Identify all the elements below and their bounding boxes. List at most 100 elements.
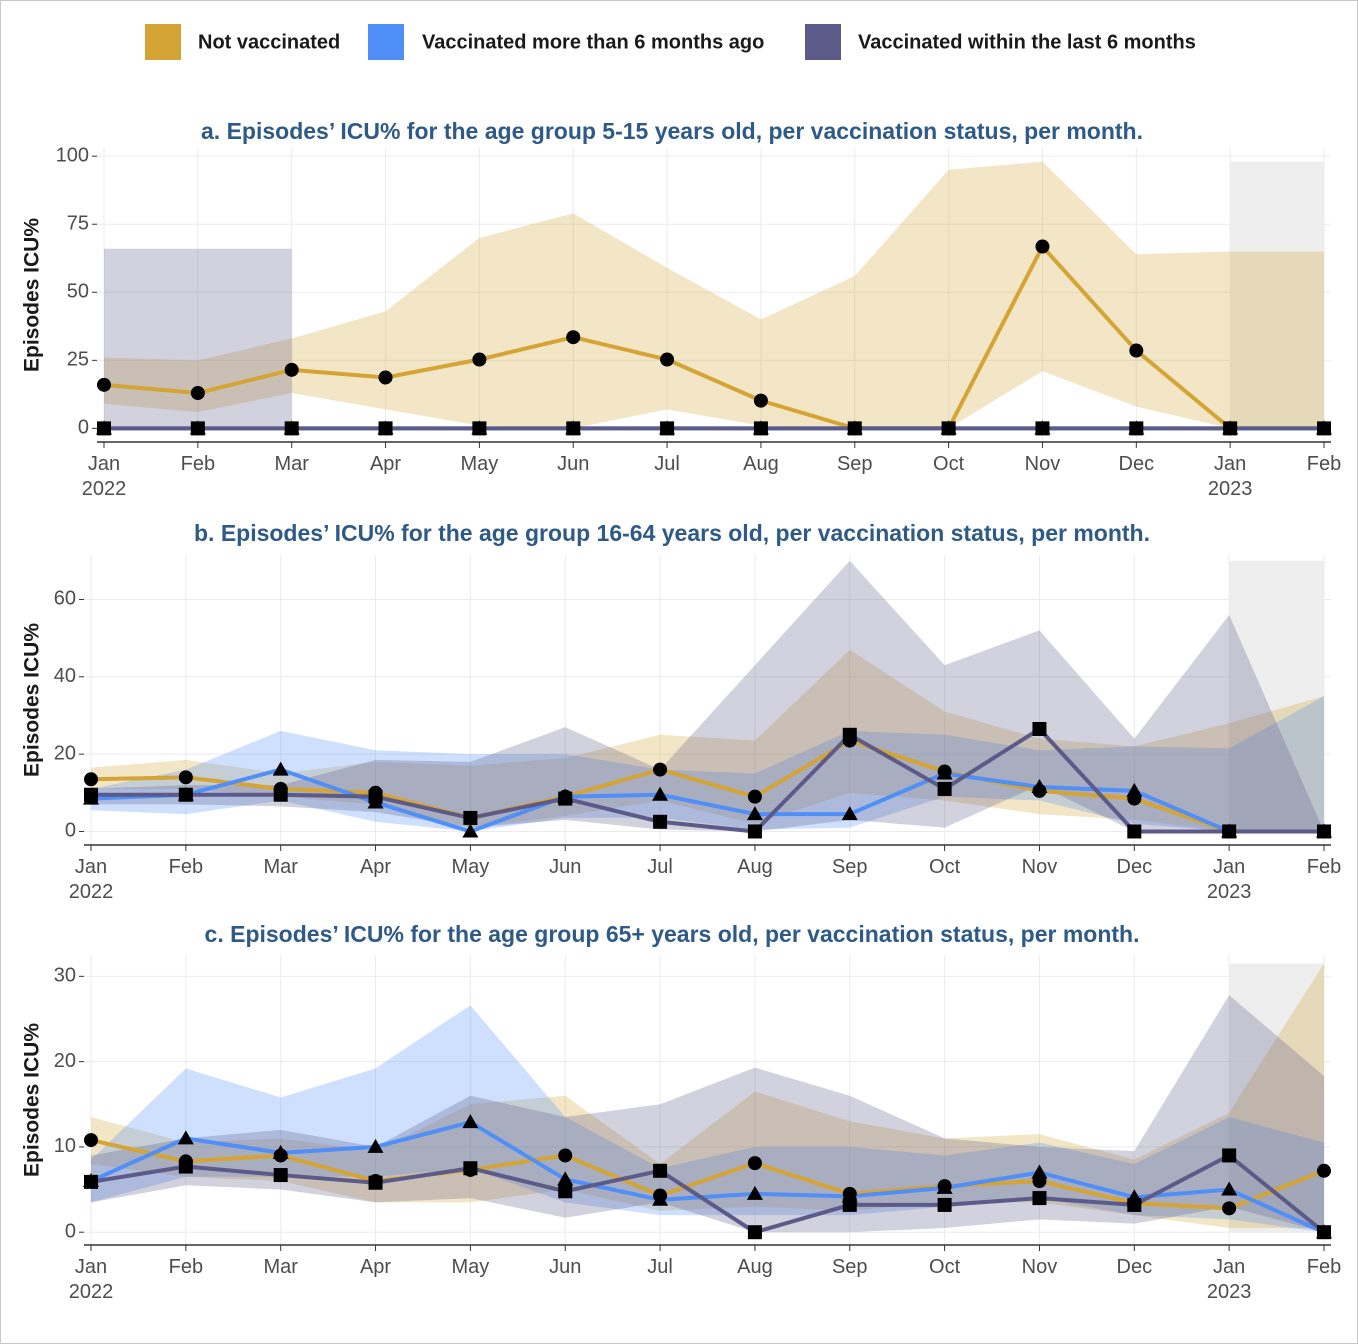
marker: [1032, 1191, 1047, 1206]
marker: [1223, 421, 1238, 436]
marker: [941, 421, 956, 436]
x-tick-label: Jan 2023: [1207, 453, 1253, 500]
x-tick-label: Mar: [263, 856, 298, 878]
marker: [558, 1148, 573, 1163]
marker: [190, 386, 205, 400]
marker: [747, 1225, 762, 1240]
x-tick-label: Jul: [647, 1256, 673, 1278]
shaded-region: [1229, 560, 1324, 832]
y-tick-label: 0: [65, 820, 76, 842]
shaded-region: [1230, 161, 1324, 429]
x-tick-label: Nov: [1021, 1256, 1058, 1278]
marker: [1129, 421, 1144, 436]
x-tick-label: Nov: [1021, 856, 1058, 878]
x-tick-label: Jun: [549, 1256, 582, 1278]
marker: [557, 1171, 574, 1186]
x-tick-label: Sep: [831, 1256, 868, 1278]
marker: [653, 814, 668, 829]
legend-swatch: [805, 24, 841, 60]
marker: [842, 1197, 857, 1212]
x-tick-label: Oct: [933, 453, 965, 475]
marker: [653, 1163, 668, 1178]
marker: [747, 824, 762, 839]
marker: [368, 789, 383, 804]
ci-band: [91, 995, 1324, 1233]
marker: [1221, 1181, 1238, 1196]
y-tick-label: 100: [56, 144, 89, 166]
marker: [842, 727, 857, 742]
marker: [1317, 824, 1331, 839]
marker: [273, 1168, 288, 1183]
marker: [272, 1144, 289, 1159]
marker: [753, 421, 768, 436]
series-line: [90, 767, 1324, 834]
ci-band: [104, 161, 1324, 429]
marker: [1317, 421, 1331, 436]
x-tick-label: Oct: [929, 856, 961, 878]
x-tick-label: Mar: [263, 1256, 298, 1278]
marker: [1035, 239, 1050, 254]
marker: [178, 787, 193, 802]
marker: [284, 362, 299, 377]
x-tick-label: Sep: [831, 856, 868, 878]
y-tick-label: 40: [54, 665, 76, 687]
marker: [1222, 824, 1237, 839]
marker: [84, 1174, 98, 1189]
marker: [462, 823, 479, 838]
marker: [558, 1184, 573, 1199]
x-tick-label: Nov: [1024, 453, 1061, 475]
ci-band: [91, 963, 1324, 1228]
marker: [368, 1175, 383, 1190]
y-axis-label: Episodes ICU%: [21, 623, 44, 777]
legend-swatch: [368, 24, 404, 60]
x-tick-label: Aug: [737, 856, 773, 878]
marker: [937, 781, 952, 796]
marker: [84, 772, 98, 787]
marker: [272, 761, 289, 776]
x-tick-label: Sep: [836, 453, 873, 475]
y-axis-label: Episodes ICU%: [21, 1023, 44, 1177]
marker: [177, 1130, 194, 1145]
marker: [378, 370, 393, 385]
x-tick-label: Jul: [647, 856, 673, 878]
marker: [746, 1185, 763, 1200]
marker: [472, 421, 487, 436]
x-tick-label: Jul: [654, 453, 680, 475]
marker: [1317, 1225, 1331, 1240]
y-tick-label: 30: [54, 965, 76, 987]
series-line: [90, 1138, 1325, 1211]
y-axis-label: Episodes ICU%: [21, 218, 44, 372]
marker: [1032, 722, 1047, 736]
marker: [1127, 1197, 1142, 1212]
ci-band: [91, 560, 1324, 832]
series-line: [90, 1120, 1325, 1235]
marker: [178, 1159, 193, 1174]
x-tick-label: Jun: [557, 453, 590, 475]
marker: [1031, 1164, 1048, 1179]
marker: [462, 1114, 479, 1129]
marker: [753, 393, 768, 408]
x-tick-label: Dec: [1116, 1256, 1153, 1278]
x-tick-label: Feb: [168, 1256, 204, 1278]
y-tick-label: 0: [78, 417, 89, 439]
x-tick-label: Feb: [168, 856, 204, 878]
marker: [660, 421, 675, 436]
series-line: [91, 727, 1324, 834]
marker: [660, 352, 675, 367]
x-tick-label: Jun: [549, 856, 582, 878]
marker: [273, 787, 288, 802]
x-tick-label: Mar: [274, 453, 309, 475]
x-tick-label: Feb: [1306, 856, 1342, 878]
marker: [1222, 1201, 1237, 1216]
marker: [747, 1156, 762, 1171]
panel-title: b. Episodes’ ICU% for the age group 16-6…: [194, 520, 1150, 546]
marker: [367, 1138, 384, 1153]
marker: [463, 1161, 478, 1176]
legend-swatch: [145, 24, 181, 60]
marker: [936, 765, 953, 780]
marker: [178, 770, 193, 785]
x-tick-label: May: [451, 856, 490, 878]
panel-title: c. Episodes’ ICU% for the age group 65+ …: [205, 921, 1140, 947]
marker: [1129, 343, 1144, 358]
x-tick-label: Apr: [359, 1256, 392, 1278]
